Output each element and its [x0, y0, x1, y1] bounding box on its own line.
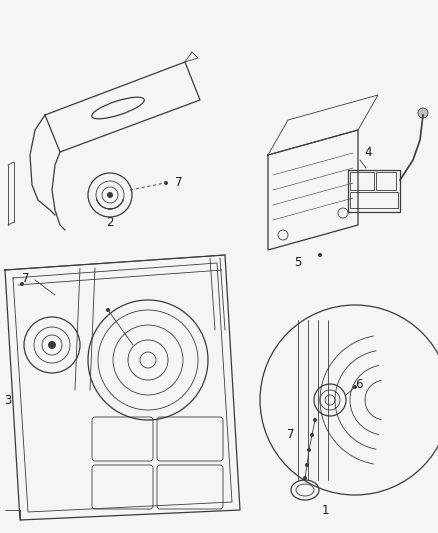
- Circle shape: [106, 308, 110, 312]
- Text: 4: 4: [364, 146, 372, 158]
- Text: 5: 5: [294, 256, 302, 270]
- Circle shape: [305, 463, 309, 467]
- Circle shape: [48, 341, 56, 349]
- Circle shape: [310, 433, 314, 437]
- Circle shape: [107, 192, 113, 198]
- Text: 2: 2: [106, 215, 114, 229]
- Text: 3: 3: [4, 393, 12, 407]
- Text: 7: 7: [22, 271, 29, 285]
- Circle shape: [313, 418, 317, 422]
- Circle shape: [307, 448, 311, 452]
- Circle shape: [353, 385, 357, 389]
- Text: 6: 6: [355, 378, 363, 392]
- Circle shape: [303, 476, 307, 480]
- Text: 1: 1: [321, 504, 329, 516]
- Circle shape: [164, 181, 168, 185]
- Circle shape: [318, 253, 322, 257]
- Circle shape: [418, 108, 428, 118]
- Circle shape: [20, 282, 24, 286]
- Text: 7: 7: [287, 429, 295, 441]
- Text: 7: 7: [175, 176, 183, 190]
